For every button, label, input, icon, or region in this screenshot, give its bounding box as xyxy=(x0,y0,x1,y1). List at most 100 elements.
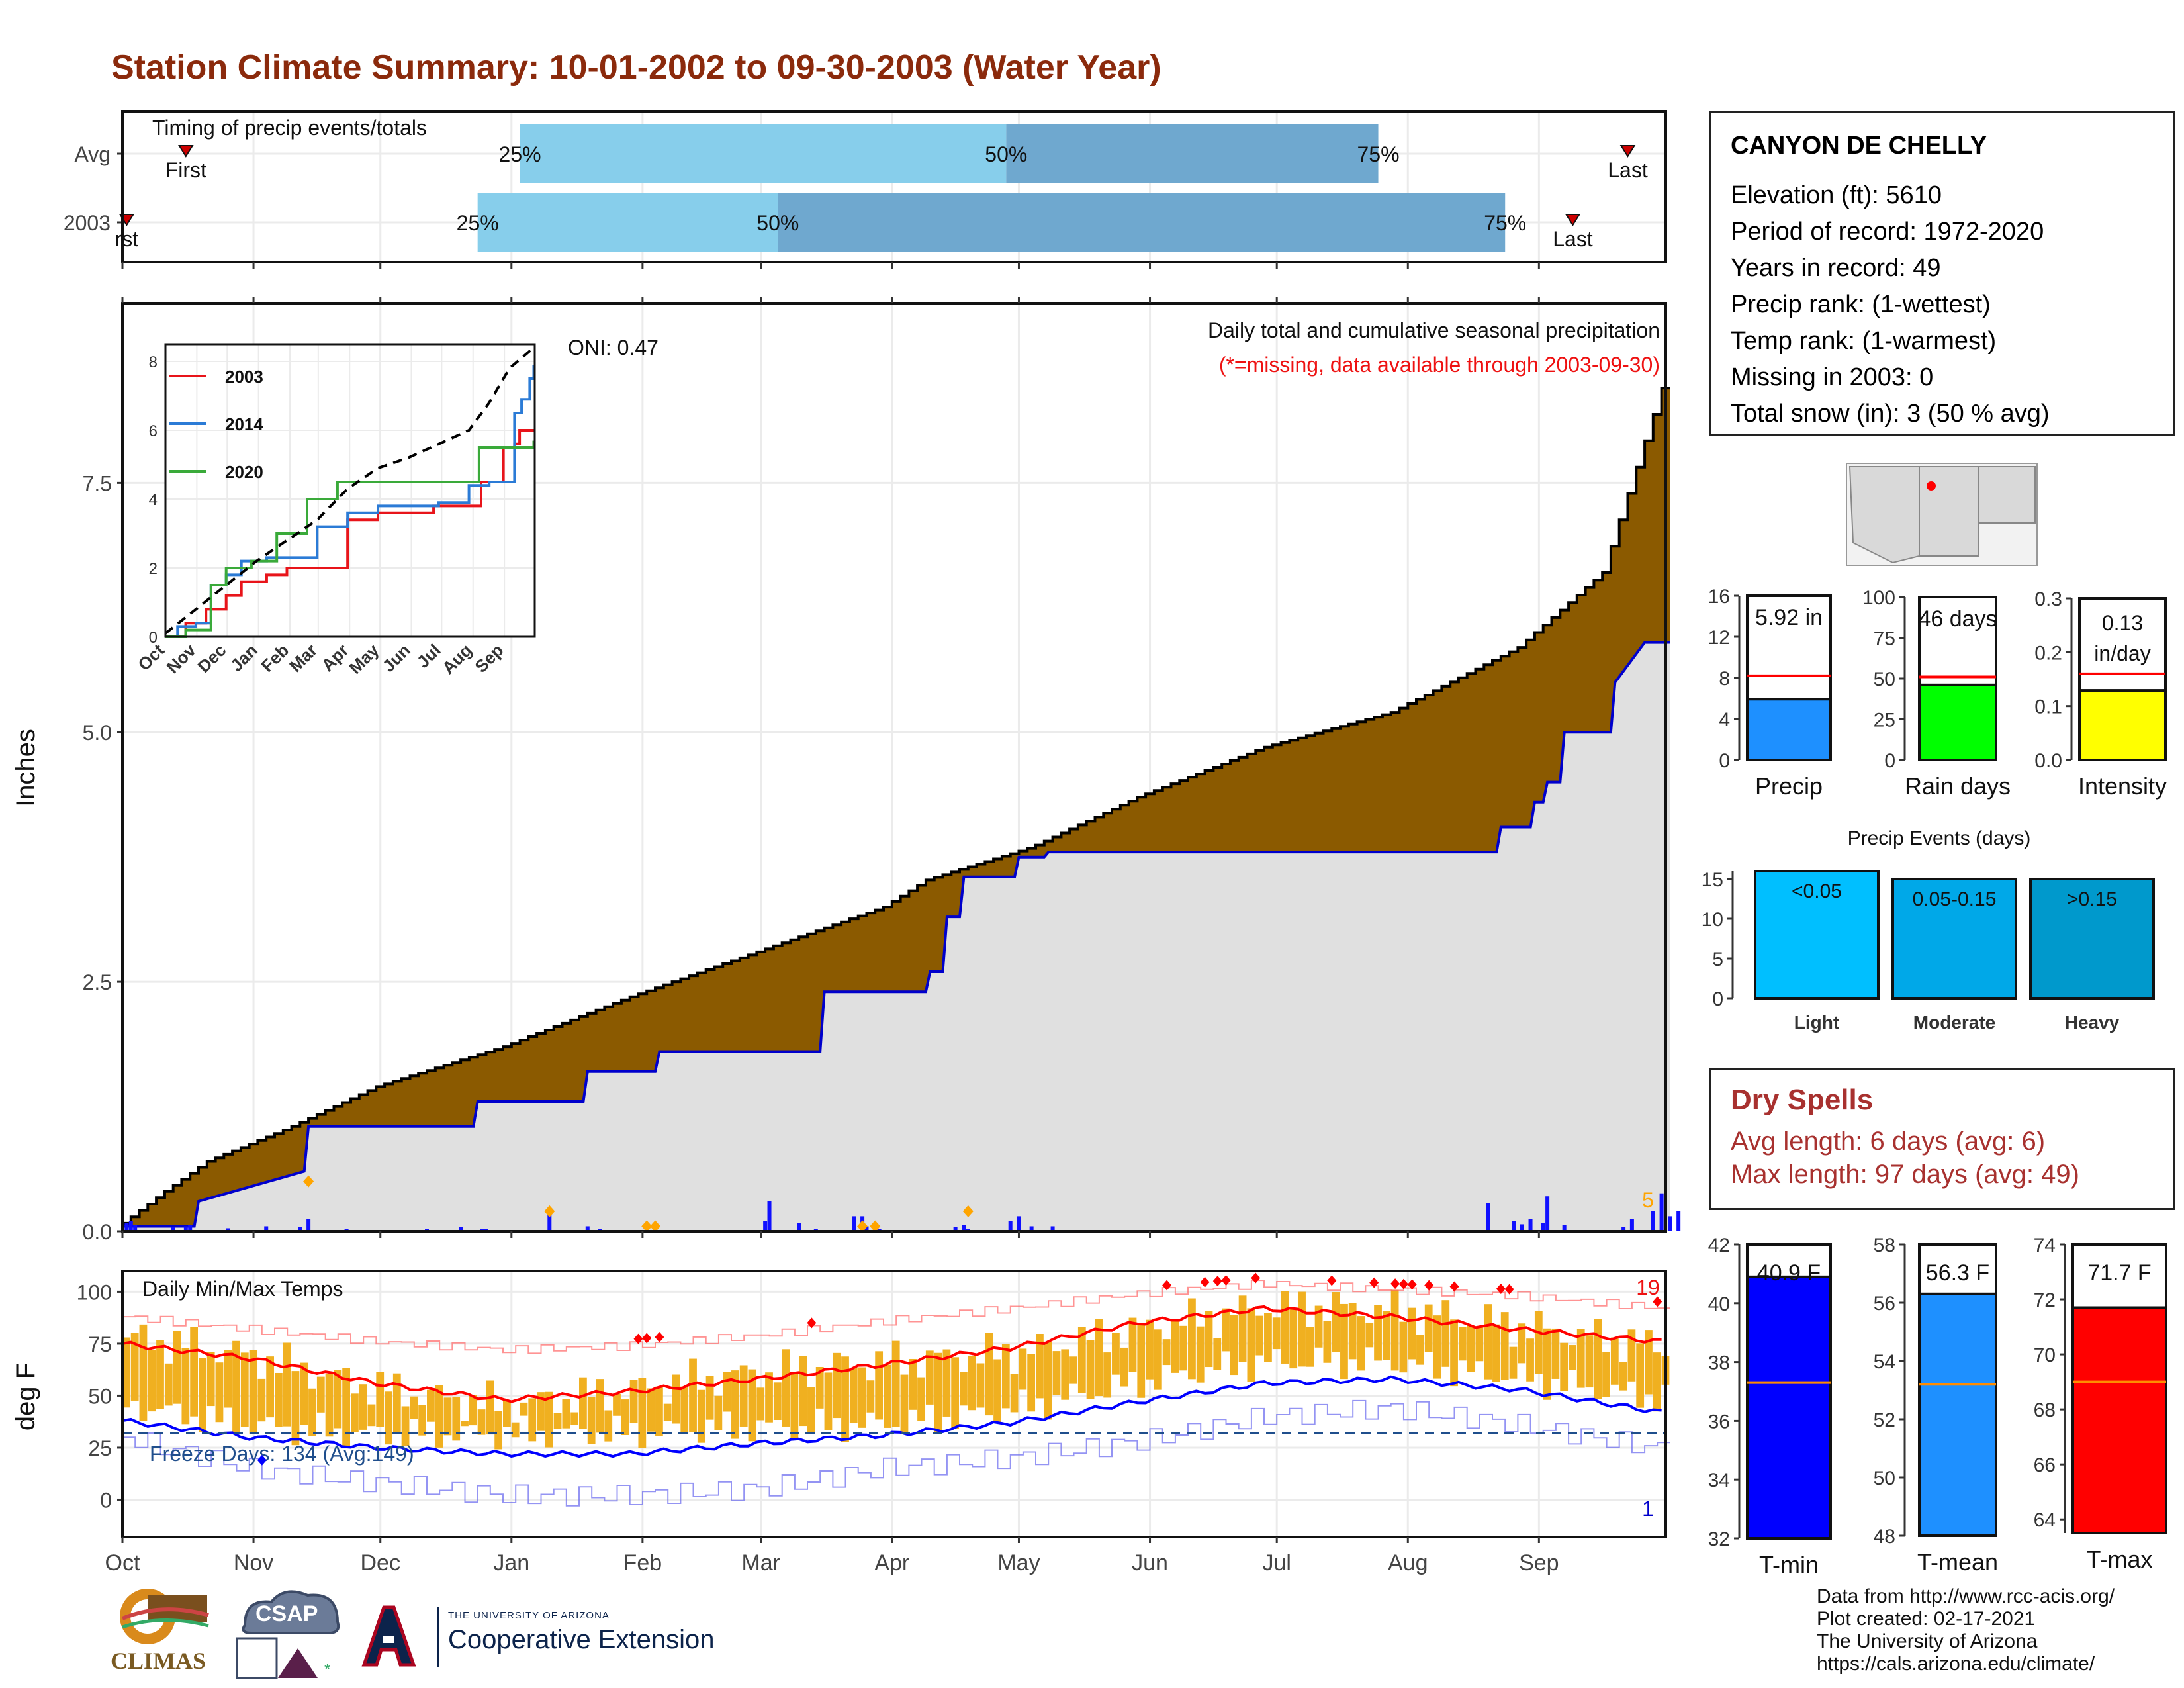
temp-range-bar xyxy=(240,1352,249,1427)
map-state-newmexico xyxy=(1919,466,1979,557)
x-tick-label: Mar xyxy=(741,1550,780,1575)
daily-precip-bar xyxy=(306,1219,311,1231)
y-tick-label: 0 xyxy=(100,1488,112,1512)
timing-marker-label: Last xyxy=(1608,158,1648,182)
dry-spells-avg: Avg length: 6 days (avg: 6) xyxy=(1731,1127,2046,1156)
y-tick-label: 32 xyxy=(1708,1528,1730,1550)
temp-range-bar xyxy=(960,1372,968,1406)
quartile-label: 50% xyxy=(756,211,799,235)
y-axis-title: Inches xyxy=(11,729,40,807)
temp-range-bar xyxy=(1289,1308,1298,1369)
temp-range-bar xyxy=(1585,1335,1594,1388)
temp-range-bar xyxy=(629,1380,638,1423)
temp-range-bar xyxy=(587,1397,596,1444)
temp-range-bar xyxy=(1128,1317,1137,1372)
temp-range-bar xyxy=(1281,1291,1289,1364)
temp-range-bar xyxy=(849,1368,858,1423)
avg-tmax-line xyxy=(122,1305,1662,1403)
value-label: 5.92 in xyxy=(1755,605,1823,630)
temp-range-bar xyxy=(130,1333,139,1401)
temp-range-bar xyxy=(884,1364,891,1428)
temp-range-bar xyxy=(139,1324,148,1421)
dry-spells-title: Dry Spells xyxy=(1731,1084,1874,1116)
y-tick-label: 40 xyxy=(1708,1293,1730,1315)
temp-range-bar xyxy=(503,1400,511,1427)
temp-range-bar xyxy=(680,1386,689,1433)
temp-range-bar xyxy=(1357,1316,1365,1371)
y-tick-label: 25 xyxy=(1874,710,1895,731)
timing-row-label: 2003 xyxy=(64,211,111,235)
y-tick-label: 42 xyxy=(1708,1235,1730,1256)
record-high-marker xyxy=(1200,1276,1210,1288)
value-label: 0.13 xyxy=(2102,611,2143,635)
y-tick-label: 75 xyxy=(1874,628,1895,650)
credit-line: https://cals.arizona.edu/climate/ xyxy=(1817,1653,2095,1675)
temp-range-bar xyxy=(545,1391,553,1448)
temps-title: Daily Min/Max Temps xyxy=(142,1277,343,1301)
temp-range-bar xyxy=(1551,1328,1560,1379)
temp-range-bar xyxy=(1399,1321,1408,1373)
temp-range-bar xyxy=(1222,1308,1230,1352)
temp-range-bar xyxy=(215,1362,224,1423)
temp-range-bar xyxy=(385,1391,392,1445)
marker-diamond xyxy=(544,1205,555,1217)
temp-range-bar xyxy=(1518,1323,1526,1364)
temp-range-bar xyxy=(891,1340,900,1427)
temp-range-bar xyxy=(1036,1334,1044,1399)
temp-range-bar xyxy=(731,1370,739,1439)
y-tick-label: 68 xyxy=(2034,1399,2056,1421)
inset-legend-label: 2014 xyxy=(225,414,263,434)
record-high-marker xyxy=(633,1333,643,1344)
timing-bar-early xyxy=(520,124,1007,183)
temp-range-bar xyxy=(596,1379,604,1433)
x-tick-label: Jan xyxy=(493,1550,529,1575)
daily-precip-bar xyxy=(1562,1225,1567,1231)
temp-range-bar xyxy=(494,1411,503,1450)
temp-range-bar xyxy=(985,1333,993,1416)
daily-precip-bar xyxy=(1659,1193,1664,1231)
ua-logo xyxy=(357,1602,417,1675)
temp-range-bar xyxy=(1602,1352,1610,1397)
record-high-marker xyxy=(1212,1276,1222,1287)
daily-precip-bar xyxy=(183,1226,188,1231)
precip-subtitle: (*=missing, data available through 2003-… xyxy=(1219,353,1660,377)
y-tick-label: 0.0 xyxy=(83,1220,112,1244)
temp-range-bar xyxy=(790,1372,799,1439)
y-tick-label: 75 xyxy=(88,1333,112,1356)
bar-x-label: T-mean xyxy=(1917,1548,1998,1575)
x-tick-label: Jun xyxy=(1132,1550,1168,1575)
temp-range-bar xyxy=(663,1403,672,1421)
y-tick-label: 50 xyxy=(1874,1468,1895,1489)
temp-range-bar xyxy=(291,1371,300,1446)
tmax-count-label: 19 xyxy=(1636,1276,1660,1299)
station-line: Years in record: 49 xyxy=(1731,254,1941,282)
temp-range-bar xyxy=(1120,1347,1128,1387)
inset-legend-label: 2020 xyxy=(225,462,263,482)
temp-range-bar xyxy=(1019,1348,1027,1390)
temp-range-bar xyxy=(909,1358,917,1410)
temp-range-bar xyxy=(1323,1321,1332,1363)
value-label: 46 days xyxy=(1918,606,1997,632)
temp-range-bar xyxy=(1027,1354,1036,1412)
y-tick-label: 25 xyxy=(88,1436,112,1460)
value-bar xyxy=(1746,1275,1832,1540)
inset-y-tick-label: 8 xyxy=(149,353,158,371)
temp-range-bar xyxy=(486,1380,494,1435)
bar-x-label: Intensity xyxy=(2078,773,2167,800)
cooperative-extension-logo: THE UNIVERSITY OF ARIZONA Cooperative Ex… xyxy=(437,1607,759,1667)
record-high-marker xyxy=(1653,1296,1662,1307)
inset-series-line xyxy=(165,429,534,638)
daily-precip-bar xyxy=(1629,1219,1634,1231)
credit-line: Plot created: 02-17-2021 xyxy=(1817,1608,2036,1630)
record-high-marker xyxy=(1369,1277,1379,1288)
dry-spells-max: Max length: 97 days (avg: 49) xyxy=(1731,1160,2079,1189)
timing-row-label: Avg xyxy=(74,142,111,166)
daily-precip-bar xyxy=(767,1201,772,1231)
temp-range-bar xyxy=(173,1331,181,1404)
marker-diamond xyxy=(641,1220,653,1233)
temp-range-bar xyxy=(1441,1300,1450,1367)
cumulative-precip-line xyxy=(122,387,1670,1225)
station-location-dot xyxy=(1927,481,1936,491)
temp-range-bar xyxy=(528,1398,537,1442)
temp-range-bar xyxy=(232,1340,240,1434)
